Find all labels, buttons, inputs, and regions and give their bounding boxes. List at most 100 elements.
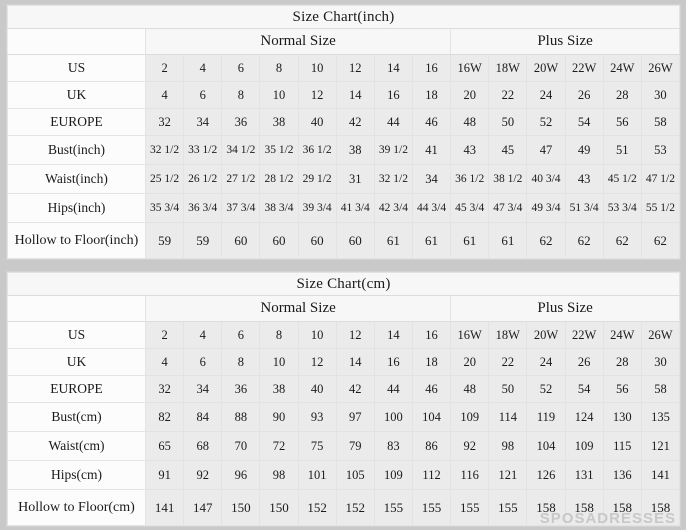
table-cell: 4 xyxy=(183,321,223,349)
row-label: Hips(cm) xyxy=(7,460,146,490)
table-cell: 53 3/4 xyxy=(602,193,642,223)
table-cell: 44 3/4 xyxy=(411,193,452,223)
table-cell: 109 xyxy=(373,460,413,490)
table-cell: 109 xyxy=(564,431,604,461)
table-row: US 2 4 6 8 10 12 14 16 16W 18W 20W 22W 24W 26W xyxy=(7,54,681,82)
table-cell: 158 xyxy=(526,489,566,526)
table-cell: 4 xyxy=(144,348,185,376)
table-cell: 41 3/4 xyxy=(335,193,375,223)
table-row: UK 4 6 8 10 12 14 16 18 20 22 24 26 28 30 xyxy=(7,348,681,376)
table-cell: 18 xyxy=(411,348,452,376)
table-cell: 22W xyxy=(564,54,604,82)
table-cell: 46 xyxy=(411,108,452,136)
table-cell: 150 xyxy=(221,489,261,526)
table-cell: 32 xyxy=(144,375,185,403)
table-cell: 36 xyxy=(221,375,261,403)
table-cell: 109 xyxy=(450,402,490,432)
table-cell: 44 xyxy=(373,375,413,403)
table-cell: 20W xyxy=(526,321,566,349)
size-chart-table-inch: Size Chart(inch) Normal Size Plus Size US 2 4… xyxy=(7,5,681,259)
table-cell: 34 xyxy=(183,375,223,403)
table-cell: 34 xyxy=(183,108,223,136)
table-cell: 91 xyxy=(144,460,185,490)
table-cell: 20 xyxy=(450,81,490,109)
table-cell: 29 1/2 xyxy=(297,164,337,194)
table-cell: 39 3/4 xyxy=(297,193,337,223)
table-cell: 38 xyxy=(259,375,299,403)
table-cell: 25 1/2 xyxy=(144,164,185,194)
table-cell: 36 1/2 xyxy=(450,164,490,194)
table-row: Hollow to Floor(inch) 59 59 60 60 60 60 61 61 61 6… xyxy=(7,222,681,259)
table-cell: 79 xyxy=(335,431,375,461)
table-cell: 62 xyxy=(564,222,604,259)
table-cell: 4 xyxy=(144,81,185,109)
table-cell: 62 xyxy=(526,222,566,259)
table-cell: 114 xyxy=(488,402,528,432)
table-cell: 35 1/2 xyxy=(259,135,299,165)
table-cell: 92 xyxy=(450,431,490,461)
group-header-normal-size: Normal Size xyxy=(144,28,452,55)
row-label: Bust(cm) xyxy=(7,402,146,432)
table-cell: 98 xyxy=(259,460,299,490)
table-cell: 70 xyxy=(221,431,261,461)
table-cell: 16W xyxy=(450,54,490,82)
table-cell: 155 xyxy=(488,489,528,526)
table-cell: 8 xyxy=(259,54,299,82)
table-cell: 28 1/2 xyxy=(259,164,299,194)
table-cell: 42 xyxy=(335,375,375,403)
table-cell: 24W xyxy=(602,54,642,82)
table-cell: 40 xyxy=(297,375,337,403)
table-cell: 28 xyxy=(602,81,642,109)
table-cell: 4 xyxy=(183,54,223,82)
table-cell: 6 xyxy=(183,81,223,109)
table-cell: 135 xyxy=(640,402,681,432)
table-cell: 36 3/4 xyxy=(183,193,223,223)
table-row: Waist(inch) 25 1/2 26 1/2 27 1/2 28 1/2 29 1/… xyxy=(7,164,681,194)
table-cell: 62 xyxy=(640,222,681,259)
table-cell: 24 xyxy=(526,81,566,109)
group-header-plus-size: Plus Size xyxy=(450,28,680,55)
table-cell: 18W xyxy=(488,54,528,82)
row-label: Waist(cm) xyxy=(7,431,146,461)
table-cell: 121 xyxy=(488,460,528,490)
table-cell: 40 xyxy=(297,108,337,136)
table-cell: 42 xyxy=(335,108,375,136)
table-cell: 45 3/4 xyxy=(450,193,490,223)
table-cell: 6 xyxy=(221,54,261,82)
table-cell: 44 xyxy=(373,108,413,136)
table-cell: 158 xyxy=(602,489,642,526)
table-cell: 28 xyxy=(602,348,642,376)
table-cell: 136 xyxy=(602,460,642,490)
table-cell: 93 xyxy=(297,402,337,432)
table-cell: 33 1/2 xyxy=(183,135,223,165)
row-label: EUROPE xyxy=(7,375,146,403)
table-cell: 121 xyxy=(640,431,681,461)
table-cell: 24 xyxy=(526,348,566,376)
group-header-normal-size: Normal Size xyxy=(144,295,452,322)
table-cell: 86 xyxy=(411,431,452,461)
table-cell: 51 3/4 xyxy=(564,193,604,223)
table-cell: 2 xyxy=(144,321,185,349)
table-cell: 36 1/2 xyxy=(297,135,337,165)
table-cell: 61 xyxy=(450,222,490,259)
table-cell: 88 xyxy=(221,402,261,432)
table-cell: 105 xyxy=(335,460,375,490)
table-cell: 16 xyxy=(411,54,452,82)
table-cell: 8 xyxy=(259,321,299,349)
table-row: UK 4 6 8 10 12 14 16 18 20 22 24 26 28 30 xyxy=(7,81,681,109)
table-cell: 49 3/4 xyxy=(526,193,566,223)
table-cell: 124 xyxy=(564,402,604,432)
table-cell: 22 xyxy=(488,81,528,109)
table-cell: 53 xyxy=(640,135,681,165)
table-cell: 32 1/2 xyxy=(373,164,413,194)
table-cell: 56 xyxy=(602,108,642,136)
table-cell: 26W xyxy=(640,54,681,82)
table-cell: 34 xyxy=(411,164,452,194)
table-cell: 52 xyxy=(526,375,566,403)
table-cell: 47 3/4 xyxy=(488,193,528,223)
table-cell: 60 xyxy=(259,222,299,259)
table-cell: 61 xyxy=(373,222,413,259)
row-label: Waist(inch) xyxy=(7,164,146,194)
table-cell: 60 xyxy=(297,222,337,259)
table-cell: 34 1/2 xyxy=(221,135,261,165)
